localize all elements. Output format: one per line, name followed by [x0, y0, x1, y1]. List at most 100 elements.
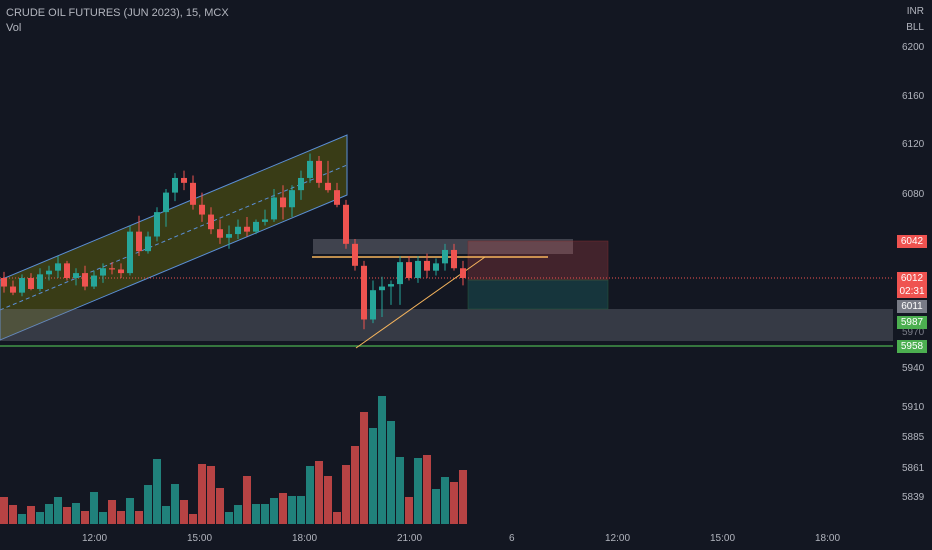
volume-bar: [252, 504, 260, 524]
volume-indicator-label[interactable]: Vol: [6, 22, 22, 34]
candle[interactable]: [181, 177, 187, 183]
candle[interactable]: [424, 260, 430, 271]
candle[interactable]: [28, 278, 34, 289]
price-label: 6160: [902, 91, 925, 102]
candle[interactable]: [379, 286, 385, 291]
high-low-tag[interactable]: 6011: [897, 300, 927, 313]
volume-bar: [387, 421, 395, 524]
candle[interactable]: [55, 263, 61, 271]
volume-bar: [207, 466, 215, 524]
candle[interactable]: [253, 221, 259, 232]
bar-countdown: 02:31: [897, 285, 927, 298]
candle[interactable]: [325, 182, 331, 191]
volume-bar: [342, 465, 350, 524]
candle[interactable]: [1, 278, 7, 287]
price-label: 5885: [902, 432, 925, 443]
time-label: 12:00: [605, 533, 631, 544]
candle[interactable]: [172, 177, 178, 193]
candle[interactable]: [415, 260, 421, 278]
volume-bar: [414, 458, 422, 524]
candle[interactable]: [10, 286, 16, 293]
volume-bar: [72, 503, 80, 524]
candle[interactable]: [334, 190, 340, 205]
candle[interactable]: [154, 212, 160, 237]
price-label: 6200: [902, 42, 925, 53]
take-profit-zone[interactable]: [467, 279, 609, 310]
candle[interactable]: [226, 234, 232, 238]
volume-bar: [27, 506, 35, 524]
price-label: 5910: [902, 402, 925, 413]
volume-bar: [18, 514, 26, 524]
price-label: 5839: [902, 492, 925, 503]
candle[interactable]: [370, 290, 376, 320]
candle[interactable]: [451, 249, 457, 269]
candle[interactable]: [37, 274, 43, 289]
candle[interactable]: [118, 269, 124, 274]
candle[interactable]: [298, 177, 304, 191]
volume-bar: [243, 476, 251, 524]
candle[interactable]: [82, 273, 88, 287]
time-label: 6: [509, 533, 515, 544]
candle[interactable]: [145, 236, 151, 252]
resistance-zone[interactable]: [313, 239, 573, 254]
candle[interactable]: [343, 204, 349, 244]
volume-bar: [135, 511, 143, 524]
volume-bar: [324, 476, 332, 524]
candle[interactable]: [244, 226, 250, 232]
candle[interactable]: [190, 182, 196, 205]
candle[interactable]: [46, 270, 52, 275]
candle[interactable]: [352, 243, 358, 266]
candle[interactable]: [442, 249, 448, 264]
support-price-tag[interactable]: 5958: [897, 340, 927, 353]
last-price-tag[interactable]: 6012: [897, 272, 927, 285]
candle[interactable]: [460, 268, 466, 278]
volume-bar: [306, 466, 314, 524]
candle[interactable]: [271, 197, 277, 220]
time-label: 21:00: [397, 533, 423, 544]
ascending-channel[interactable]: [0, 134, 348, 341]
candle[interactable]: [406, 262, 412, 278]
candle[interactable]: [280, 197, 286, 208]
candle[interactable]: [127, 231, 133, 274]
price-label: 5940: [902, 363, 925, 374]
candle[interactable]: [361, 265, 367, 320]
candle[interactable]: [235, 226, 241, 235]
candle[interactable]: [289, 190, 295, 208]
candle[interactable]: [73, 273, 79, 278]
candle[interactable]: [163, 192, 169, 213]
volume-bar: [63, 507, 71, 524]
volume-bar: [315, 461, 323, 524]
candle[interactable]: [199, 204, 205, 215]
volume-bar: [225, 512, 233, 524]
candle[interactable]: [217, 229, 223, 238]
volume-bar: [126, 498, 134, 524]
support-zone[interactable]: [0, 309, 893, 341]
volume-bar: [261, 504, 269, 524]
candle[interactable]: [316, 160, 322, 183]
candle[interactable]: [397, 262, 403, 285]
mid-price-tag[interactable]: 5987: [897, 316, 927, 329]
candle[interactable]: [64, 263, 70, 278]
currency-label: INR: [906, 6, 924, 17]
time-label: 18:00: [815, 533, 841, 544]
candle[interactable]: [19, 278, 25, 293]
volume-bar: [198, 464, 206, 524]
candle[interactable]: [433, 263, 439, 271]
candles-layer: [1, 153, 466, 330]
symbol-title[interactable]: CRUDE OIL FUTURES (JUN 2023), 15, MCX: [6, 7, 229, 19]
stop-loss-zone[interactable]: [467, 240, 609, 281]
volume-bar: [396, 457, 404, 524]
candle[interactable]: [307, 160, 313, 178]
candle[interactable]: [100, 268, 106, 276]
candle[interactable]: [208, 214, 214, 230]
candle[interactable]: [136, 231, 142, 252]
candle[interactable]: [388, 284, 394, 287]
volume-bar: [171, 484, 179, 524]
candle[interactable]: [91, 275, 97, 287]
volume-bar: [180, 500, 188, 524]
candle[interactable]: [262, 219, 268, 222]
target-price-tag[interactable]: 6042: [897, 235, 927, 248]
candle[interactable]: [109, 268, 115, 270]
volume-bar: [90, 492, 98, 524]
